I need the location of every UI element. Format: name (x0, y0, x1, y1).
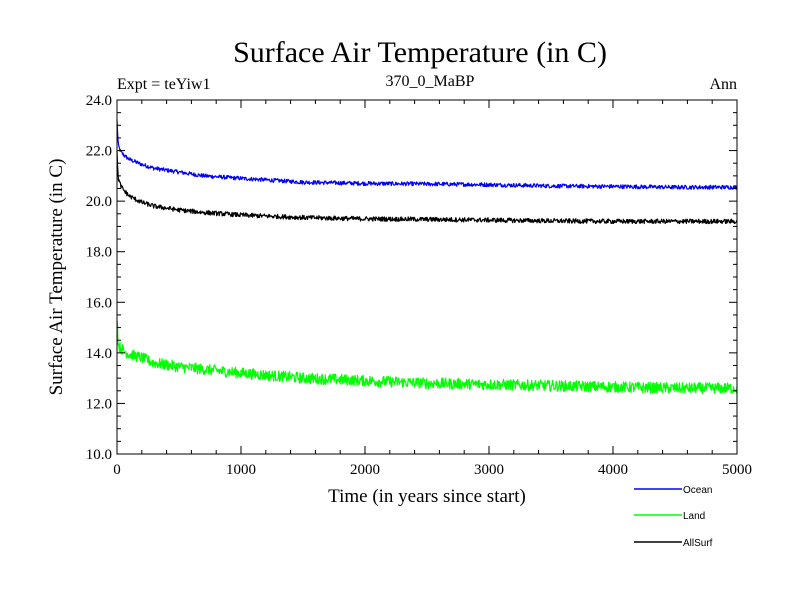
series-layer (116, 119, 738, 395)
y-tick-label: 24.0 (86, 93, 112, 109)
legend-label-ocean: Ocean (683, 485, 712, 496)
y-tick-label: 12.0 (86, 396, 112, 412)
x-tick-label: 1000 (226, 462, 256, 478)
y-tick-label: 14.0 (86, 346, 112, 362)
x-tick-label: 2000 (350, 462, 380, 478)
x-tick-label: 3000 (474, 462, 504, 478)
y-tick-label: 20.0 (86, 194, 112, 210)
x-tick-label: 4000 (598, 462, 628, 478)
chart-title: Surface Air Temperature (in C) (233, 36, 607, 69)
x-axis-label: Time (in years since start) (328, 486, 526, 507)
series-line-allsurf (116, 151, 738, 225)
series-line-ocean (116, 119, 738, 190)
x-tick-label: 0 (113, 462, 121, 478)
period-label: Ann (709, 76, 737, 93)
y-tick-label: 18.0 (86, 245, 112, 261)
legend-label-allsurf: AllSurf (683, 538, 713, 549)
y-axis-label: Surface Air Temperature (in C) (46, 159, 67, 396)
ticks-layer: 0 1000 2000 3000 4000 5000 10.0 12.0 14.0 16.0 18.… (86, 93, 752, 478)
x-tick-label: 5000 (722, 462, 752, 478)
legend: Ocean Land AllSurf (634, 485, 713, 549)
series-line-land (116, 320, 738, 395)
legend-label-land: Land (683, 511, 705, 522)
y-tick-label: 10.0 (86, 447, 112, 463)
plot-frame (116, 99, 738, 455)
y-tick-label: 22.0 (86, 144, 112, 160)
experiment-label: Expt = teYiw1 (117, 76, 210, 93)
y-tick-label: 16.0 (86, 295, 112, 311)
chart-subtitle: 370_0_MaBP (386, 73, 475, 90)
